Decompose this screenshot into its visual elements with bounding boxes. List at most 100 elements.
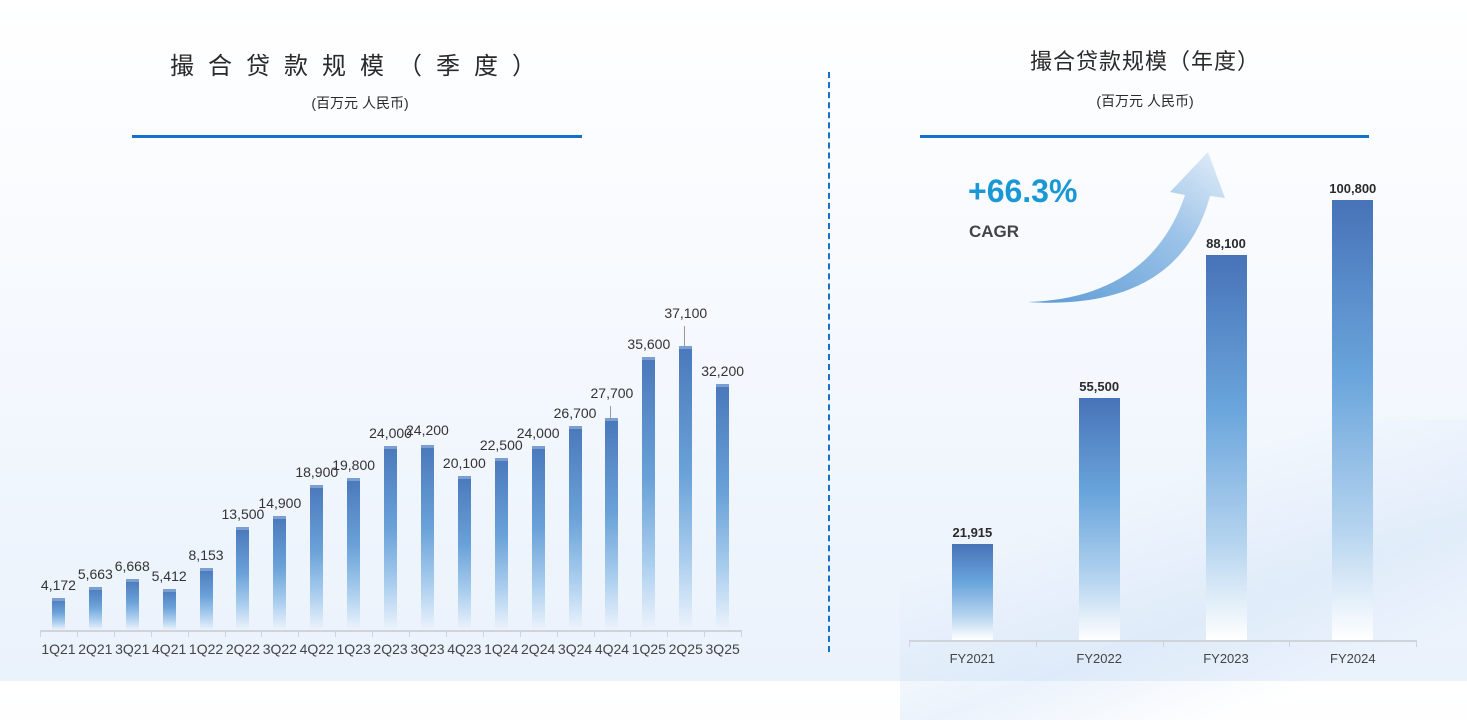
- bar-1Q23: [347, 478, 361, 630]
- x-axis-tick: [40, 630, 41, 637]
- panel-divider: [828, 72, 830, 652]
- data-label: 5,412: [151, 567, 187, 584]
- bar-3Q24: [568, 425, 582, 630]
- x-axis-label: 1Q24: [484, 641, 519, 657]
- bar-3Q22: [273, 515, 287, 630]
- x-axis-label: 2Q24: [521, 641, 556, 657]
- data-label: 19,800: [332, 457, 376, 474]
- data-label: 24,200: [406, 421, 449, 438]
- x-axis-tick: [704, 630, 706, 637]
- x-axis-label: 1Q23: [336, 641, 371, 657]
- x-axis-label: FY2021: [949, 651, 996, 666]
- bar-2Q22: [236, 526, 250, 630]
- data-label: 22,500: [479, 436, 523, 453]
- x-axis-label: 3Q24: [557, 641, 593, 657]
- x-axis-tick: [909, 640, 910, 647]
- annual-title-rule: [920, 135, 1369, 138]
- x-axis-label: FY2023: [1203, 651, 1249, 666]
- x-axis-label: 4Q24: [594, 641, 630, 657]
- quarterly-title-rule: [132, 135, 582, 138]
- x-axis-label: 4Q22: [299, 641, 334, 657]
- data-label: 24,000: [369, 425, 412, 442]
- data-label: 5,663: [77, 565, 113, 582]
- growth-arrow-icon: [1028, 152, 1225, 303]
- x-axis-tick: [741, 630, 743, 637]
- bar-4Q22: [310, 485, 324, 630]
- x-axis-tick: [335, 630, 337, 637]
- label-leader-line: [609, 405, 611, 418]
- data-label: 37,100: [664, 305, 708, 321]
- data-label: 100,800: [1329, 181, 1377, 196]
- x-axis-tick: [1289, 640, 1291, 647]
- x-axis-label: 1Q21: [41, 641, 76, 657]
- data-label: 26,700: [553, 404, 597, 421]
- x-axis-label: 4Q23: [447, 641, 482, 657]
- x-axis-label: 2Q25: [668, 641, 703, 657]
- x-axis-label: 3Q23: [410, 641, 445, 657]
- data-label: 27,700: [590, 384, 634, 401]
- x-axis-tick: [445, 630, 447, 637]
- x-axis-tick: [76, 630, 78, 637]
- data-label: 88,100: [1206, 236, 1246, 252]
- x-axis-label: 2Q22: [225, 641, 261, 657]
- x-axis-tick: [482, 630, 484, 637]
- x-axis-label: FY2022: [1076, 651, 1122, 666]
- x-axis-tick: [593, 630, 595, 637]
- bar-2Q24: [531, 446, 545, 630]
- data-label: 4,172: [40, 577, 76, 594]
- data-label: 32,200: [701, 362, 745, 379]
- x-axis-tick: [224, 630, 226, 637]
- bar-4Q21: [162, 588, 176, 630]
- x-axis-tick: [150, 630, 152, 637]
- label-leader-line: [683, 326, 685, 346]
- data-label: 8,153: [188, 546, 224, 563]
- x-axis-label: FY2024: [1330, 651, 1376, 666]
- quarterly-chart-unit: (百万元 人民币): [311, 95, 409, 111]
- x-axis-tick: [1416, 640, 1418, 647]
- data-label: 13,500: [221, 505, 265, 522]
- x-axis-tick: [630, 630, 632, 637]
- x-axis-tick: [556, 630, 558, 637]
- bar-FY2023: [1205, 255, 1247, 640]
- bar-4Q24: [605, 417, 619, 630]
- data-label: 55,500: [1079, 378, 1120, 394]
- x-axis-label: 1Q25: [631, 641, 666, 657]
- data-label: 20,100: [442, 455, 486, 472]
- annual-chart-unit: (百万元 人民币): [1096, 93, 1194, 109]
- x-axis-label: 3Q21: [115, 641, 150, 657]
- bar-FY2021: [951, 544, 993, 640]
- bar-1Q24: [494, 457, 508, 630]
- x-axis-tick: [667, 630, 669, 637]
- data-label: 21,915: [952, 525, 993, 541]
- x-axis-label: 3Q22: [262, 641, 297, 657]
- x-axis-label: 4Q21: [152, 641, 187, 657]
- bar-3Q21: [125, 578, 139, 630]
- bar-4Q23: [457, 476, 471, 630]
- cagr-value: +66.3%: [968, 173, 1078, 209]
- annual-bar-chart: 21,915 FY2021 55,500 FY2022 88,100 FY2023 100,…: [909, 181, 1418, 666]
- quarterly-bar-chart: 4,172 1Q21 5,663 2Q21 6,668 3Q21 5,412 4Q21 8,15…: [40, 305, 745, 657]
- x-axis-label: 3Q25: [705, 641, 740, 657]
- x-axis-tick: [113, 630, 115, 637]
- bar-FY2024: [1332, 200, 1374, 640]
- x-axis-tick: [519, 630, 521, 637]
- annual-chart-title: 撮合贷款规模（年度）: [1029, 49, 1260, 74]
- x-axis-label: 1Q22: [188, 641, 224, 657]
- data-label: 24,000: [516, 425, 560, 442]
- bar-1Q22: [199, 567, 213, 630]
- cagr-label: CAGR: [969, 222, 1020, 241]
- bar-FY2022: [1078, 397, 1120, 640]
- x-axis-label: 2Q23: [373, 641, 408, 657]
- data-label: 35,600: [627, 336, 671, 353]
- bar-1Q25: [642, 357, 656, 630]
- bar-2Q23: [384, 446, 398, 630]
- x-axis-tick: [298, 630, 300, 637]
- bar-2Q21: [88, 586, 102, 630]
- x-axis-tick: [261, 630, 263, 637]
- x-axis-tick: [1162, 640, 1164, 647]
- x-axis-line: [40, 630, 742, 632]
- bar-2Q25: [679, 346, 693, 630]
- data-label: 18,900: [295, 464, 339, 481]
- bar-3Q23: [420, 444, 434, 630]
- x-axis-tick: [187, 630, 189, 637]
